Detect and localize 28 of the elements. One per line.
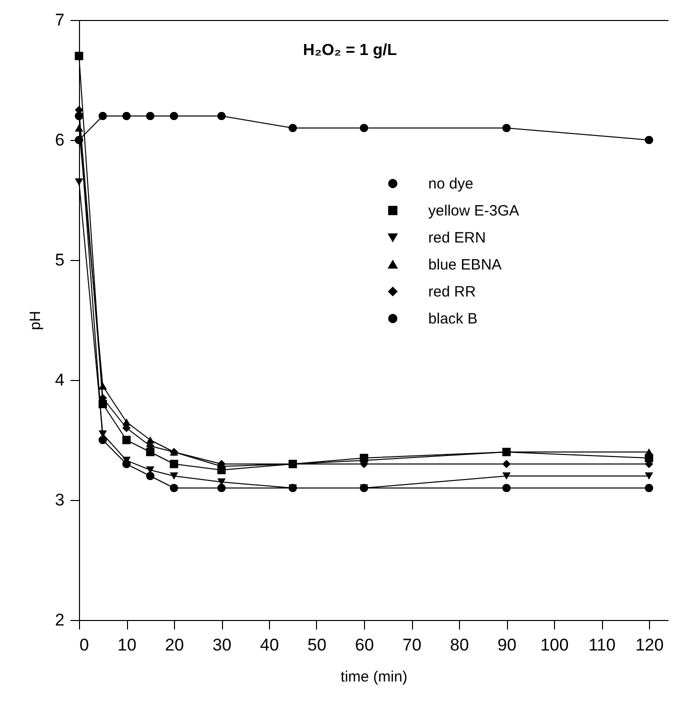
legend-label: blue EBNA xyxy=(428,256,502,274)
x-tick-label: 100 xyxy=(540,636,569,654)
x-tick-label: 30 xyxy=(212,636,232,654)
legend-label: red RR xyxy=(428,284,476,300)
y-axis-title: pH xyxy=(27,310,44,330)
y-tick-label: 4 xyxy=(55,370,64,390)
x-tick-label: 20 xyxy=(165,636,184,654)
legend-label: yellow E-3GA xyxy=(428,202,520,220)
y-tick-label: 3 xyxy=(55,490,64,510)
x-tick-label: 50 xyxy=(308,636,326,654)
x-tick-label: 0 xyxy=(80,636,89,654)
y-tick-label: 6 xyxy=(55,130,64,150)
legend-label: no dye xyxy=(428,176,474,192)
x-tick-label: 110 xyxy=(588,636,616,654)
x-tick-label: 70 xyxy=(402,636,422,654)
y-tick-label: 5 xyxy=(55,250,64,270)
x-tick-label: 60 xyxy=(355,636,374,654)
x-tick-label: 40 xyxy=(260,636,279,654)
x-tick-label: 90 xyxy=(498,636,516,654)
y-tick-label: 7 xyxy=(55,10,64,30)
annotation: H₂O₂ = 1 g/L xyxy=(303,42,398,59)
legend-label: red ERN xyxy=(428,230,486,246)
x-axis-title: time (min) xyxy=(340,668,408,686)
legend-label: black B xyxy=(428,310,478,328)
y-tick-label: 2 xyxy=(55,610,64,630)
x-tick-label: 10 xyxy=(118,636,136,654)
x-tick-label: 120 xyxy=(635,636,664,654)
x-tick-label: 80 xyxy=(450,636,469,654)
